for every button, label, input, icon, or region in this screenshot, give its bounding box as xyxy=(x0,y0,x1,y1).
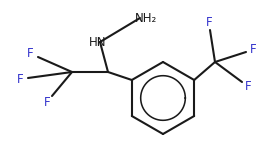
Text: F: F xyxy=(245,80,252,93)
Text: F: F xyxy=(250,43,256,56)
Text: F: F xyxy=(206,16,212,29)
Text: HN: HN xyxy=(89,36,107,48)
Text: F: F xyxy=(17,73,23,86)
Text: NH₂: NH₂ xyxy=(135,12,157,24)
Text: F: F xyxy=(44,96,50,109)
Text: F: F xyxy=(27,47,34,60)
